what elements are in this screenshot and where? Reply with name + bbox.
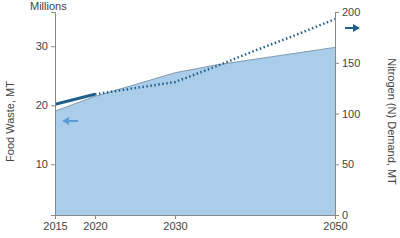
- y-axis: 10 20 30: [36, 13, 56, 216]
- tick-label: 200: [342, 6, 360, 18]
- axis-line: [51, 13, 56, 216]
- tick: 0: [335, 209, 348, 221]
- tick-mark: [95, 215, 96, 219]
- tick: 200: [335, 6, 360, 18]
- tick-label: 20: [36, 99, 48, 111]
- tick: 100: [335, 108, 360, 120]
- tick-mark: [335, 164, 339, 165]
- tick: 150: [335, 57, 360, 69]
- tick: 10: [36, 158, 55, 170]
- tick-label: 2020: [83, 220, 107, 232]
- tick-mark: [51, 105, 55, 106]
- line: [95, 19, 335, 94]
- tick: 2015: [43, 215, 67, 232]
- y-axis-title: Food Waste, MT: [4, 81, 16, 162]
- axis-line: [56, 216, 336, 220]
- tick-label: 10: [36, 158, 48, 170]
- tick: 30: [36, 40, 55, 52]
- tick-mark: [335, 63, 339, 64]
- x-axis: 2015 2020 2030 2050: [43, 215, 347, 232]
- area-edge: [55, 47, 335, 111]
- y2-axis-title: Nitrogen (N) Demand, MT: [386, 58, 398, 185]
- axis-arrow: [345, 24, 360, 32]
- y2-axis: 0 50 100 150 200: [335, 6, 360, 221]
- tick: 2030: [163, 215, 187, 232]
- axis-line: [336, 13, 340, 216]
- y-axis-unit: Millions: [30, 0, 67, 12]
- tick-mark: [335, 114, 339, 115]
- tick-label: 0: [342, 209, 348, 221]
- tick-label: 150: [342, 57, 360, 69]
- arrow-head: [62, 117, 69, 125]
- tick-mark: [175, 215, 176, 219]
- tick-label: 2050: [323, 220, 347, 232]
- chart: 2015202020302050102030050100150200Food W…: [0, 0, 400, 238]
- tick-label: 2015: [43, 220, 67, 232]
- area: [55, 47, 335, 215]
- tick: 20: [36, 99, 55, 111]
- arrow-head: [353, 24, 360, 32]
- axis-arrow: [62, 117, 78, 125]
- line: [55, 94, 95, 104]
- tick-label: 50: [342, 158, 354, 170]
- tick: 50: [335, 158, 354, 170]
- tick: 2020: [83, 215, 107, 232]
- tick-label: 30: [36, 40, 48, 52]
- tick-mark: [335, 215, 339, 216]
- tick-label: 100: [342, 108, 360, 120]
- tick-label: 2030: [163, 220, 187, 232]
- tick-mark: [335, 12, 339, 13]
- tick-mark: [51, 46, 55, 47]
- plot-area: [55, 19, 335, 215]
- tick-mark: [51, 164, 55, 165]
